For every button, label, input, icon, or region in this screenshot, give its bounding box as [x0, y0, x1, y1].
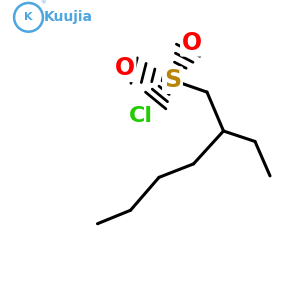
Text: O: O	[114, 56, 135, 80]
Text: ®: ®	[40, 1, 46, 5]
Text: S: S	[164, 68, 181, 92]
Text: Kuujia: Kuujia	[44, 10, 93, 24]
Text: K: K	[24, 12, 33, 22]
Text: O: O	[182, 31, 202, 55]
Text: Cl: Cl	[129, 106, 153, 126]
